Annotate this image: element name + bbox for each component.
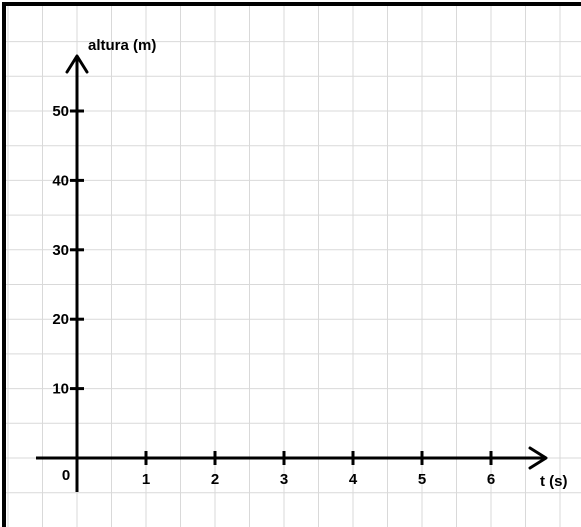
y-tick-label: 30 bbox=[52, 242, 69, 259]
y-axis-title: altura (m) bbox=[88, 37, 156, 54]
x-tick-label: 0 bbox=[62, 467, 70, 484]
x-axis-title: t (s) bbox=[540, 473, 568, 490]
x-tick-label: 2 bbox=[211, 471, 219, 488]
y-ticks: 10 20 30 40 50 bbox=[52, 103, 84, 398]
grid bbox=[6, 6, 581, 527]
x-tick-label: 4 bbox=[349, 471, 358, 488]
x-axis-arrowhead bbox=[528, 446, 548, 470]
x-tick-label: 5 bbox=[418, 471, 426, 488]
y-tick-label: 50 bbox=[52, 103, 69, 120]
y-tick-label: 40 bbox=[52, 172, 69, 189]
x-ticks: 0 1 2 3 4 5 6 bbox=[62, 451, 495, 488]
y-axis-arrowhead bbox=[65, 54, 89, 74]
y-tick-label: 10 bbox=[52, 381, 69, 398]
y-tick-label: 20 bbox=[52, 311, 69, 328]
axes bbox=[36, 54, 548, 492]
x-tick-label: 6 bbox=[487, 471, 495, 488]
x-tick-label: 3 bbox=[280, 471, 288, 488]
x-tick-label: 1 bbox=[142, 471, 150, 488]
